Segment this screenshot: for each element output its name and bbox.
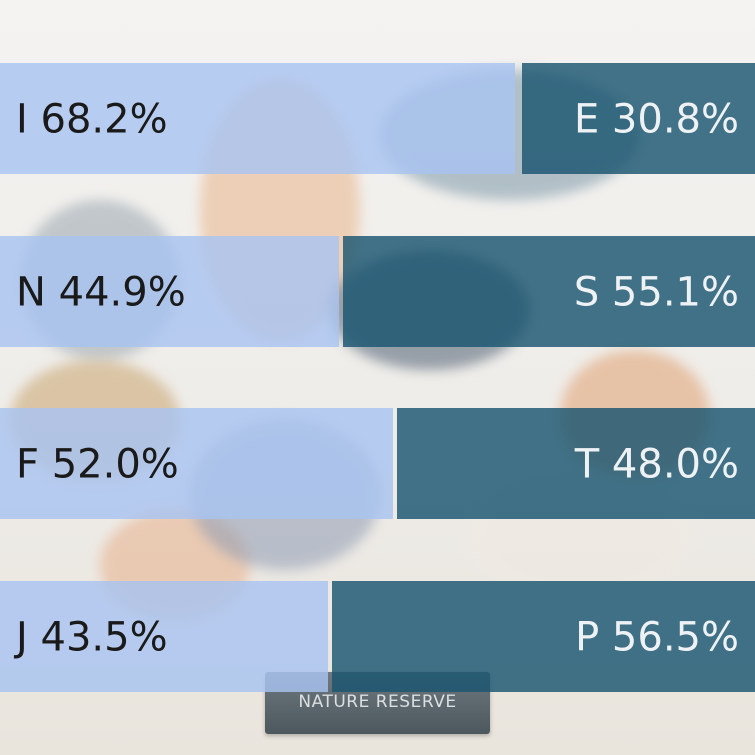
bar-f [0, 408, 393, 519]
sign-text: NATURE RESERVE [298, 692, 457, 712]
bar-j [0, 581, 328, 692]
label-n: N 44.9% [16, 270, 186, 316]
bar-p [332, 581, 755, 692]
bar-i [0, 63, 515, 174]
label-j: J 43.5% [13, 615, 168, 661]
bar-n [0, 236, 339, 347]
label-s: S 55.1% [574, 270, 739, 316]
bar-s [343, 236, 755, 347]
label-e: E 30.8% [574, 97, 739, 143]
bar-t [397, 408, 755, 519]
bar-e [522, 63, 755, 174]
label-t: T 48.0% [574, 442, 739, 488]
label-f: F 52.0% [16, 442, 179, 488]
label-p: P 56.5% [575, 615, 739, 661]
label-i: I 68.2% [16, 97, 168, 143]
